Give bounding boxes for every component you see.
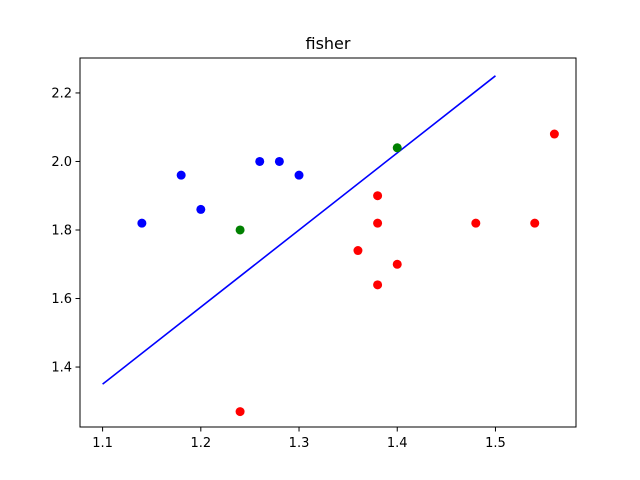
data-point [353,246,363,256]
data-point [392,259,402,269]
fisher-line [102,75,496,385]
x-axis: 1.1 1.2 1.3 1.4 1.5 [92,427,506,451]
data-point [255,156,265,166]
y-tick-label: 2.2 [51,86,72,101]
x-tick-label: 1.2 [190,436,211,451]
y-tick-label: 1.8 [51,223,72,238]
data-point [392,143,402,153]
chart-title: fisher [306,34,351,53]
data-point [235,407,245,417]
x-tick-label: 1.3 [289,436,310,451]
plot-frame [79,57,577,428]
data-point [373,191,383,201]
x-tick-label: 1.5 [485,436,506,451]
data-point [471,218,481,228]
data-point [176,170,186,180]
data-point [549,129,559,139]
data-point [373,280,383,290]
data-point [196,204,206,214]
data-point [373,218,383,228]
data-point [294,170,304,180]
x-tick-label: 1.1 [92,436,113,451]
y-tick-label: 1.6 [51,292,72,307]
x-tick-label: 1.4 [387,436,408,451]
y-axis: 1.4 1.6 1.8 2.0 2.2 [51,86,80,376]
data-point [274,156,284,166]
y-tick-label: 2.0 [51,155,72,170]
data-point [235,225,245,235]
data-point [530,218,540,228]
y-tick-label: 1.4 [51,361,72,376]
data-point [137,218,147,228]
plot-marks [102,75,559,417]
